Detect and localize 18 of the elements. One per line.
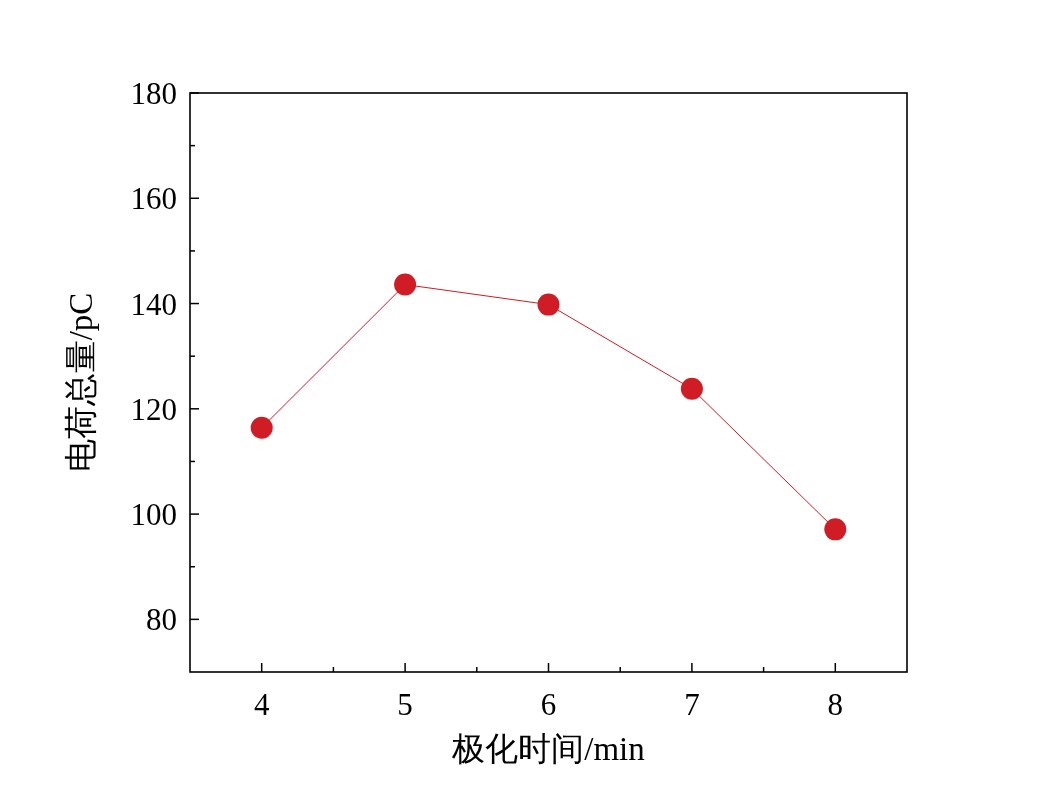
x-tick-label: 7 (684, 687, 700, 722)
y-tick-label: 180 (130, 76, 177, 111)
x-axis-title: 极化时间/min (451, 731, 645, 767)
y-tick-label: 160 (130, 181, 177, 217)
x-tick-label: 6 (540, 687, 557, 722)
x-tick-label: 4 (253, 687, 270, 722)
point (394, 273, 417, 296)
point (680, 377, 703, 400)
y-tick-label: 140 (130, 286, 177, 322)
y-tick-label: 120 (130, 391, 177, 427)
y-tick-label: 80 (146, 602, 177, 638)
x-tick-label: 5 (397, 687, 413, 722)
y-tick-label: 100 (130, 497, 177, 533)
point (537, 293, 560, 316)
y-axis-title: 电荷总量/pC (63, 292, 99, 473)
point (824, 518, 847, 541)
x-tick-label: 8 (827, 687, 844, 722)
point (250, 416, 273, 439)
